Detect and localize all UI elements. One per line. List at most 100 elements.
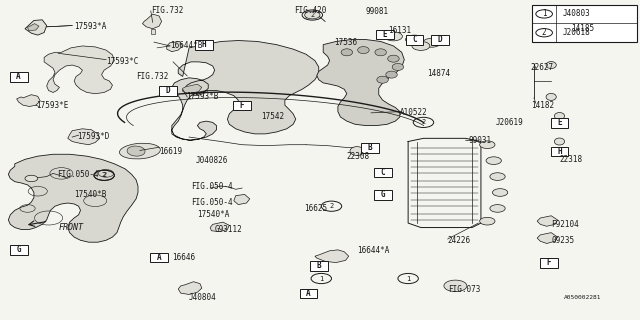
- Text: 17542: 17542: [261, 112, 284, 121]
- Text: C: C: [412, 35, 417, 44]
- Text: G93112: G93112: [214, 225, 243, 234]
- Text: 1: 1: [542, 9, 547, 19]
- Text: F: F: [240, 101, 244, 110]
- Text: J40804: J40804: [189, 293, 217, 302]
- Text: A: A: [157, 253, 161, 262]
- Text: FIG.073: FIG.073: [448, 285, 480, 294]
- FancyBboxPatch shape: [532, 4, 637, 42]
- Text: 17540*B: 17540*B: [74, 190, 106, 199]
- FancyBboxPatch shape: [195, 40, 212, 50]
- Ellipse shape: [358, 47, 369, 53]
- FancyBboxPatch shape: [431, 35, 449, 45]
- Circle shape: [490, 204, 505, 212]
- Ellipse shape: [386, 71, 397, 78]
- Text: H: H: [202, 40, 206, 49]
- Ellipse shape: [127, 146, 145, 156]
- Text: FIG.050-4: FIG.050-4: [57, 170, 99, 179]
- Circle shape: [486, 157, 501, 164]
- Text: 16644*A: 16644*A: [357, 246, 389, 255]
- Text: FIG.732: FIG.732: [151, 6, 183, 15]
- FancyBboxPatch shape: [10, 72, 28, 82]
- FancyBboxPatch shape: [540, 258, 557, 268]
- Text: FIG.732: FIG.732: [136, 72, 168, 81]
- Text: 22627: 22627: [531, 63, 554, 72]
- Polygon shape: [315, 250, 349, 263]
- FancyBboxPatch shape: [376, 30, 394, 39]
- FancyBboxPatch shape: [300, 289, 317, 298]
- Text: 17536: 17536: [334, 38, 357, 47]
- Circle shape: [490, 173, 505, 180]
- FancyBboxPatch shape: [374, 190, 392, 199]
- FancyBboxPatch shape: [406, 35, 424, 45]
- Text: D: D: [166, 86, 170, 95]
- Text: 14185: 14185: [571, 24, 594, 33]
- FancyBboxPatch shape: [361, 143, 379, 153]
- Text: 16619: 16619: [159, 147, 182, 156]
- Text: 14182: 14182: [531, 101, 554, 110]
- Ellipse shape: [341, 49, 353, 56]
- FancyBboxPatch shape: [159, 86, 177, 96]
- Text: 16644*B: 16644*B: [170, 41, 202, 51]
- FancyBboxPatch shape: [310, 261, 328, 271]
- Text: 16646: 16646: [172, 253, 195, 262]
- Ellipse shape: [546, 93, 556, 100]
- Text: A10522: A10522: [400, 108, 428, 117]
- Polygon shape: [210, 222, 229, 232]
- Text: F92104: F92104: [551, 220, 579, 229]
- Polygon shape: [178, 80, 210, 96]
- Circle shape: [385, 32, 403, 41]
- Polygon shape: [182, 84, 202, 94]
- Polygon shape: [17, 95, 40, 107]
- Text: 1: 1: [319, 276, 323, 282]
- Polygon shape: [25, 20, 47, 35]
- Text: C: C: [380, 168, 385, 177]
- Ellipse shape: [392, 63, 404, 70]
- Text: G: G: [380, 190, 385, 199]
- Circle shape: [444, 280, 467, 292]
- Polygon shape: [28, 24, 39, 31]
- Text: A: A: [306, 289, 311, 298]
- Ellipse shape: [554, 113, 564, 120]
- Ellipse shape: [350, 147, 364, 156]
- Text: J20618: J20618: [563, 28, 591, 37]
- Text: A050002281: A050002281: [564, 295, 602, 300]
- Text: 22318: 22318: [559, 155, 582, 164]
- Polygon shape: [178, 282, 202, 294]
- Polygon shape: [234, 195, 250, 204]
- Text: 24226: 24226: [448, 236, 471, 245]
- Text: J20619: J20619: [495, 118, 524, 127]
- Polygon shape: [151, 29, 156, 34]
- Polygon shape: [68, 129, 100, 145]
- Text: 2: 2: [421, 119, 426, 125]
- Text: FIG.050-4: FIG.050-4: [191, 182, 232, 191]
- Text: 16625: 16625: [304, 204, 327, 213]
- Circle shape: [412, 42, 430, 50]
- Polygon shape: [537, 233, 557, 244]
- Polygon shape: [8, 154, 138, 242]
- FancyBboxPatch shape: [550, 118, 568, 127]
- Circle shape: [492, 189, 508, 196]
- Ellipse shape: [388, 55, 399, 62]
- Text: 2: 2: [330, 203, 333, 209]
- Text: 2: 2: [542, 28, 547, 37]
- Text: 17593*E: 17593*E: [36, 101, 68, 110]
- Polygon shape: [44, 46, 115, 94]
- Text: 14874: 14874: [428, 69, 451, 78]
- FancyBboxPatch shape: [233, 101, 251, 110]
- Text: 2: 2: [310, 12, 314, 18]
- Text: B: B: [316, 261, 321, 270]
- Text: 17540*A: 17540*A: [197, 210, 230, 219]
- Text: 2: 2: [102, 172, 106, 178]
- Circle shape: [423, 38, 441, 47]
- Text: 1: 1: [406, 276, 410, 282]
- Text: J040826: J040826: [195, 156, 228, 165]
- Text: B: B: [367, 143, 372, 152]
- Ellipse shape: [546, 61, 556, 68]
- Circle shape: [479, 217, 495, 225]
- Text: 17593*A: 17593*A: [74, 22, 106, 31]
- Text: 17593*C: 17593*C: [106, 57, 138, 66]
- FancyBboxPatch shape: [150, 253, 168, 262]
- FancyBboxPatch shape: [374, 168, 392, 177]
- Text: J40803: J40803: [563, 9, 591, 19]
- Text: 17593*B: 17593*B: [186, 92, 218, 101]
